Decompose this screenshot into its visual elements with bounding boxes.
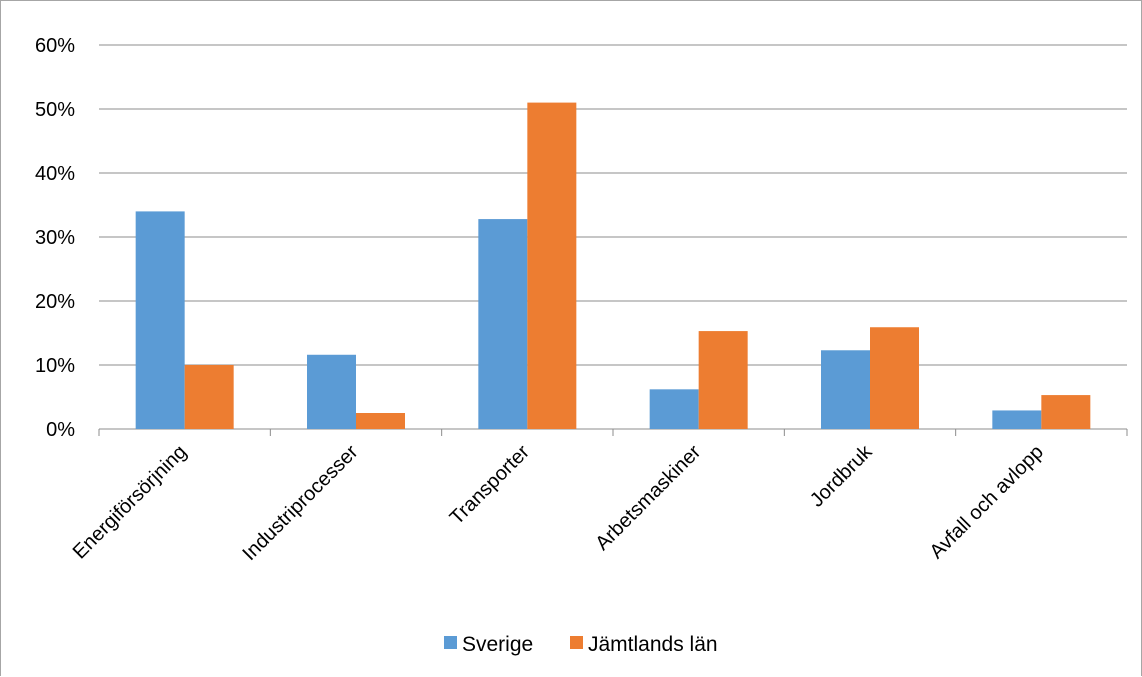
- bar-sverige: [992, 410, 1042, 429]
- x-tick-label: Jordbruk: [806, 440, 877, 511]
- legend-swatch: [444, 636, 457, 649]
- y-tick-label: 30%: [35, 227, 75, 249]
- y-tick-label: 0%: [46, 419, 75, 441]
- y-tick-label: 20%: [35, 291, 75, 313]
- bar-sverige: [135, 211, 185, 429]
- bar-sverige: [478, 219, 528, 429]
- legend-swatch: [570, 636, 583, 649]
- bar-sverige: [821, 350, 870, 429]
- bar-jamtland: [527, 102, 577, 429]
- y-tick-label: 50%: [35, 99, 75, 121]
- legend-label: Sverige: [462, 633, 533, 656]
- x-tick-label: Transporter: [446, 441, 534, 529]
- y-tick-label: 60%: [35, 35, 75, 57]
- x-tick-label: Energiförsörjning: [69, 441, 191, 563]
- y-tick-label: 40%: [35, 163, 75, 185]
- x-tick-label: Industriprocesser: [239, 441, 363, 565]
- y-tick-label: 10%: [35, 355, 75, 377]
- x-tick-label: Arbetsmaskiner: [591, 441, 705, 555]
- bar-sverige: [649, 389, 699, 429]
- bar-jamtland: [870, 327, 919, 429]
- bar-jamtland: [356, 413, 405, 429]
- bar-jamtland: [1041, 395, 1091, 429]
- x-tick-label: Avfall och avlopp: [926, 441, 1048, 563]
- bar-jamtland: [698, 331, 748, 429]
- bar-jamtland: [184, 365, 234, 429]
- bar-sverige: [307, 354, 356, 429]
- legend-label: Jämtlands län: [588, 633, 718, 656]
